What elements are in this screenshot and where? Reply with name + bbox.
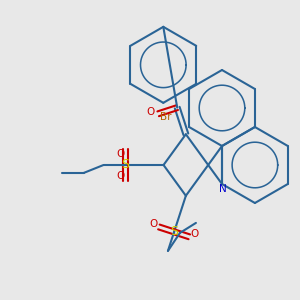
Text: N: N: [219, 184, 227, 194]
Text: O: O: [116, 171, 124, 181]
Text: O: O: [190, 229, 199, 239]
Text: S: S: [170, 225, 178, 239]
Text: O: O: [150, 219, 158, 229]
Text: O: O: [116, 149, 124, 159]
Text: Br: Br: [160, 112, 171, 122]
Text: O: O: [146, 107, 154, 117]
Text: S: S: [122, 158, 130, 172]
